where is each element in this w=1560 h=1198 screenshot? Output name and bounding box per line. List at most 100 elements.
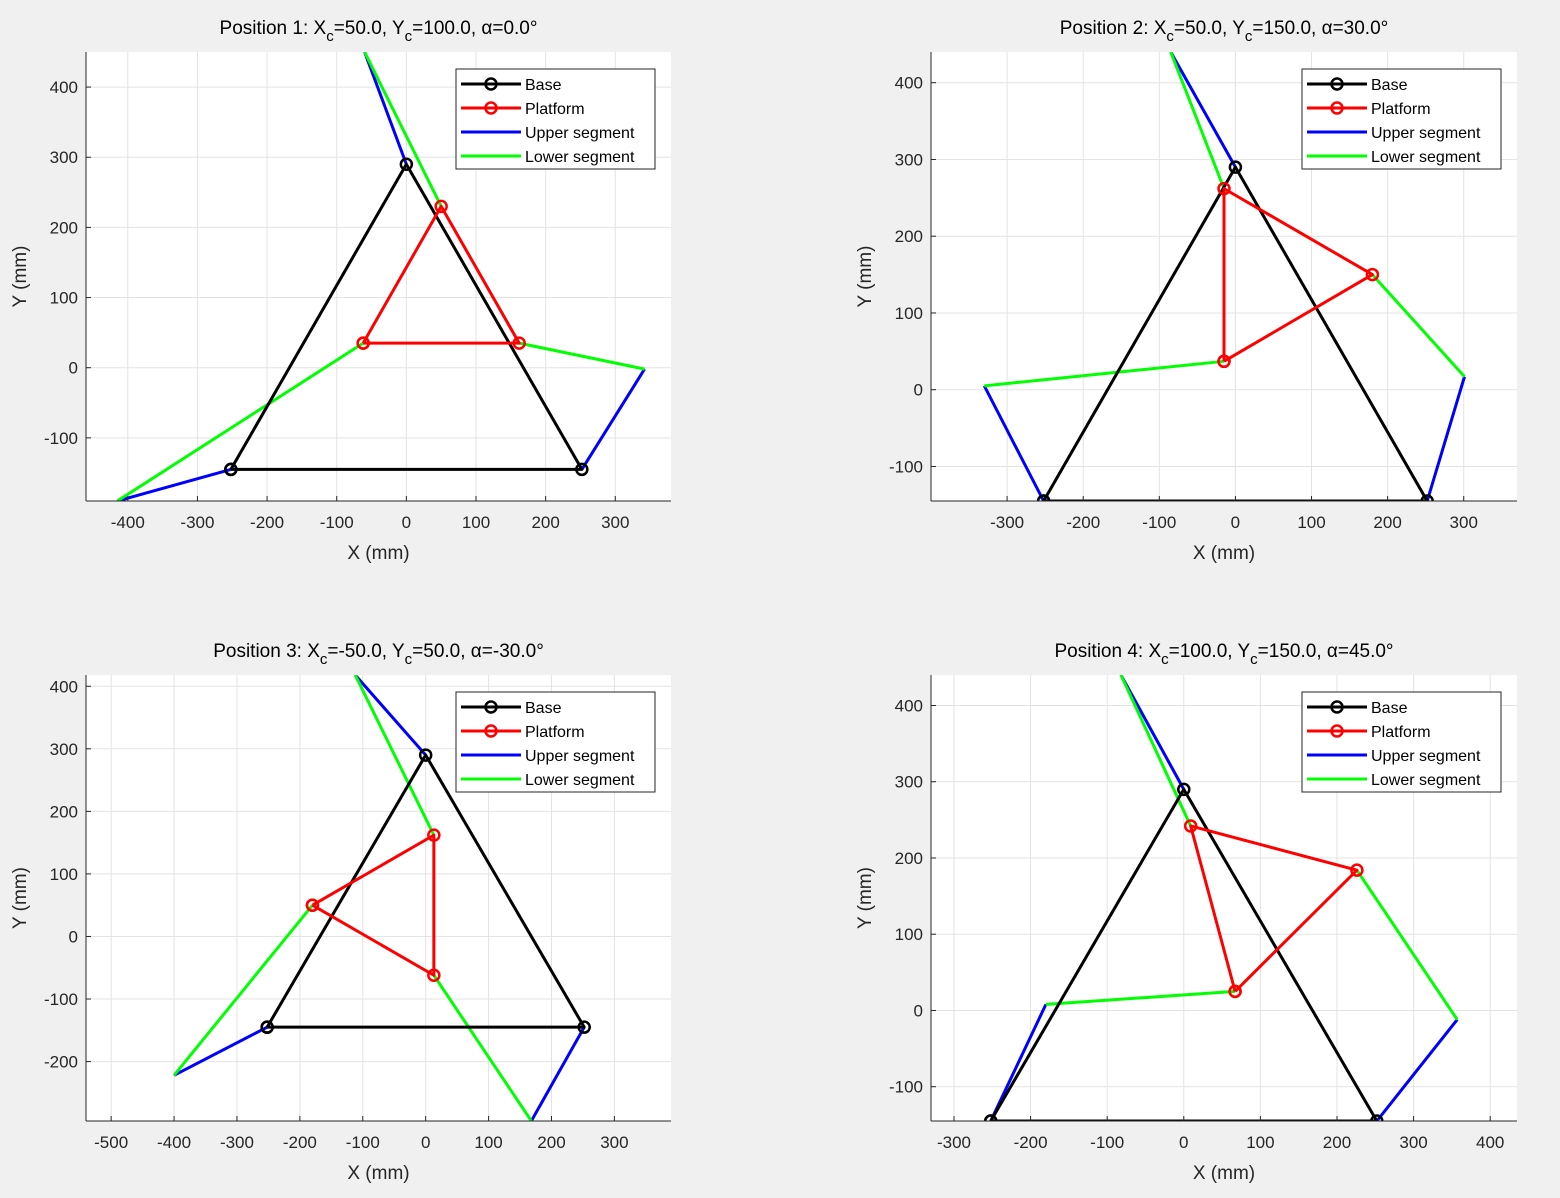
legend: Base Platform Upper segment Lower segment: [455, 68, 656, 170]
x-tick-label: 300: [1399, 1133, 1427, 1152]
base-vertex-marker: [224, 462, 238, 477]
base-vertex-marker: [1177, 782, 1191, 797]
platform-vertex-marker: [1350, 863, 1364, 877]
title-subscript: c: [1161, 651, 1169, 668]
chart-title: Position 1: Xc=50.0, Yc=100.0, α=0.0°: [220, 18, 538, 45]
subplot-3: -500 -400 -300 -200 -100 0 100 200 300 -200 -100 0 1…: [10, 641, 671, 1184]
legend-label: Platform: [525, 101, 585, 118]
legend-marker-1: [484, 700, 498, 714]
upper-segment-1: [982, 385, 1045, 501]
lower-segment-2: [518, 341, 645, 371]
platform-vertex-marker: [427, 828, 441, 842]
title-subscript: c: [405, 651, 413, 668]
legend-box: [1301, 691, 1502, 793]
base-triangle-line: [229, 162, 584, 471]
title-text: Position 3: X: [213, 641, 320, 662]
x-tick-label: 0: [1231, 513, 1240, 532]
y-tick-label: 100: [895, 304, 923, 323]
legend-box: [1301, 68, 1502, 170]
x-tick-label: 200: [1323, 1133, 1351, 1152]
x-tick-label: -400: [157, 1133, 191, 1152]
x-tick-label: -100: [1090, 1133, 1124, 1152]
legend-label: Upper segment: [525, 748, 635, 765]
x-axis-label: X (mm): [1193, 543, 1255, 564]
platform-vertex-marker: [512, 336, 526, 350]
legend: Base Platform Upper segment Lower segment: [455, 691, 656, 793]
y-axis-label: Y (mm): [855, 867, 876, 929]
lower-segment-3: [1119, 675, 1193, 827]
upper-segment-3: [354, 675, 427, 757]
x-tick-label: 100: [1297, 513, 1325, 532]
x-tick-label: 0: [402, 513, 411, 532]
x-tick-label: -500: [94, 1133, 128, 1152]
subplot-4: -300 -200 -100 0 100 200 300 400 -100 0 100 200 300 4…: [855, 641, 1517, 1184]
platform-vertex-marker: [356, 336, 370, 350]
x-tick-label: -300: [180, 513, 214, 532]
lower-segment-2: [1371, 273, 1466, 378]
data-layer: [172, 675, 591, 1121]
platform-triangle-line: [1222, 187, 1374, 363]
x-tick-label: -300: [220, 1133, 254, 1152]
chart-title: Position 2: Xc=50.0, Yc=150.0, α=30.0°: [1060, 18, 1389, 45]
y-axis-label: Y (mm): [10, 867, 31, 929]
platform-vertex-marker: [434, 199, 448, 214]
x-axis-label: X (mm): [347, 543, 409, 564]
x-tick-label: 200: [531, 513, 559, 532]
platform-triangle-line: [361, 204, 521, 345]
legend-label: Lower segment: [525, 149, 635, 166]
title-text: =50.0, Y: [334, 18, 405, 39]
upper-segment-1: [116, 467, 232, 501]
legend-label: Upper segment: [1371, 125, 1481, 142]
legend-label: Platform: [1371, 724, 1431, 741]
legend-marker-1: [1330, 700, 1344, 714]
x-tick-label: 300: [600, 1133, 628, 1152]
y-tick-label: 400: [895, 696, 923, 715]
legend-label: Lower segment: [1371, 772, 1481, 789]
legend-label: Lower segment: [525, 772, 635, 789]
lower-segment-1: [984, 359, 1225, 388]
platform-vertex-marker: [1183, 819, 1198, 833]
legend-marker-2: [1330, 101, 1344, 115]
x-tick-label: 300: [1450, 513, 1478, 532]
legend-marker-1: [484, 77, 498, 91]
y-tick-label: 400: [895, 74, 923, 93]
base-vertex-marker: [1228, 160, 1243, 174]
x-tick-label: -200: [1066, 513, 1100, 532]
subplot-1: -400 -300 -200 -100 0 100 200 300 -100 0 100 200 300…: [10, 18, 671, 564]
base-triangle-line: [1042, 165, 1429, 501]
y-tick-label: 200: [895, 227, 923, 246]
legend-marker-1: [1330, 77, 1344, 91]
lower-segment-1: [172, 904, 314, 1077]
upper-segment-2: [1425, 376, 1466, 501]
base-vertex-marker: [399, 157, 414, 171]
lower-segment-2: [1355, 869, 1459, 1021]
legend-box: [455, 691, 656, 793]
legend-label: Platform: [525, 724, 585, 741]
x-tick-label: 100: [474, 1133, 502, 1152]
title-subscript: c: [405, 28, 413, 45]
x-tick-label: -200: [250, 513, 284, 532]
y-tick-label: 200: [50, 218, 78, 237]
upper-segment-2: [530, 1026, 586, 1121]
x-tick-label: -300: [937, 1133, 971, 1152]
chart-title: Position 3: Xc=-50.0, Yc=50.0, α=-30.0°: [213, 641, 544, 668]
title-text: =100.0, α=0.0°: [412, 18, 537, 39]
legend-marker-2: [1330, 724, 1344, 738]
x-tick-label: 200: [537, 1133, 565, 1152]
x-tick-label: -300: [990, 513, 1024, 532]
legend-label: Base: [525, 700, 562, 717]
legend-label: Base: [525, 77, 562, 94]
x-tick-label: 400: [1476, 1133, 1504, 1152]
upper-segment-3: [363, 52, 408, 165]
title-text: Position 4: X: [1054, 641, 1161, 662]
data-layer: [116, 52, 646, 501]
y-tick-label: 200: [895, 849, 923, 868]
chart-title: Position 4: Xc=100.0, Yc=150.0, α=45.0°: [1054, 641, 1393, 668]
upper-segment-2: [1375, 1018, 1459, 1121]
legend-label: Lower segment: [1371, 149, 1481, 166]
base-vertex-marker: [1420, 494, 1434, 501]
y-tick-label: 0: [69, 927, 78, 946]
title-text: =150.0, α=45.0°: [1258, 641, 1394, 662]
upper-segment-2: [580, 368, 646, 471]
legend-label: Base: [1371, 700, 1408, 717]
